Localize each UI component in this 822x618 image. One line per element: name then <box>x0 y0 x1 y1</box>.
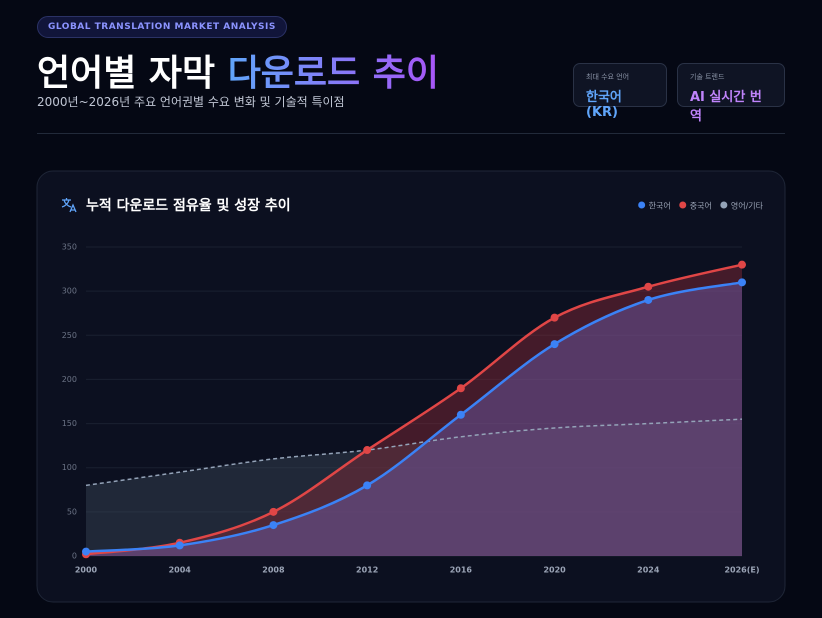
x-tick-label: 2004 <box>169 566 192 575</box>
card-value: 한국어 (KR) <box>586 90 622 120</box>
line <box>85 418 743 487</box>
point <box>550 340 559 349</box>
chart-title: 누적 다운로드 점유율 및 성장 추이 <box>86 197 291 214</box>
x-tick-label: 2020 <box>543 566 566 575</box>
title-accent: 다운로드 추이 <box>227 53 439 94</box>
y-tick-label: 150 <box>62 419 77 428</box>
point <box>363 481 372 490</box>
point <box>644 282 653 291</box>
point <box>269 507 278 516</box>
y-tick-label: 250 <box>62 331 77 340</box>
point <box>82 547 90 556</box>
point <box>363 446 372 455</box>
legend-label: 중국어 <box>690 201 712 211</box>
point <box>738 278 746 287</box>
y-tick-label: 200 <box>62 375 77 384</box>
stat-card: 기술 트렌드 AI 실시간 번역 <box>677 63 785 124</box>
point <box>644 295 653 304</box>
card-label: 기술 트렌드 <box>690 73 725 81</box>
x-tick-label: 2012 <box>356 566 378 575</box>
x-tick-label: 2016 <box>450 566 473 575</box>
subtitle: 2000년~2026년 주요 언어권별 수요 변화 및 기술적 특이점 <box>37 95 345 109</box>
legend-marker <box>720 201 728 209</box>
legend-marker <box>638 201 646 209</box>
legend-label: 한국어 <box>649 201 671 211</box>
chart-card <box>36 170 786 603</box>
x-tick-label: 2008 <box>262 566 285 575</box>
point <box>738 260 746 269</box>
title-main: 언어별 자막 <box>37 53 216 94</box>
x-tick-label: 2026(E) <box>724 566 759 575</box>
point <box>269 521 278 530</box>
point <box>175 541 184 550</box>
area <box>86 264 742 556</box>
divider <box>37 133 785 134</box>
card-value: AI 실시간 번역 <box>690 90 762 124</box>
x-tick-label: 2024 <box>637 566 660 575</box>
legend-label: 영어/기타 <box>731 201 764 211</box>
y-tick-label: 300 <box>62 287 77 296</box>
line <box>85 281 743 553</box>
point <box>456 410 465 419</box>
y-tick-label: 350 <box>62 243 77 252</box>
line <box>85 263 743 556</box>
point <box>550 313 559 322</box>
y-tick-label: 100 <box>62 463 77 472</box>
page-title: 언어별 자막 다운로드 추이 <box>37 44 439 96</box>
y-tick-label: 0 <box>72 552 77 561</box>
translate-icon <box>61 198 77 213</box>
legend-marker <box>679 201 687 209</box>
point <box>456 384 465 393</box>
badge: GLOBAL TRANSLATION MARKET ANALYSIS <box>37 16 287 38</box>
card-label: 최대 수요 언어 <box>586 73 630 81</box>
y-tick-label: 50 <box>67 507 77 516</box>
area <box>86 282 742 556</box>
x-tick-label: 2000 <box>75 566 98 575</box>
